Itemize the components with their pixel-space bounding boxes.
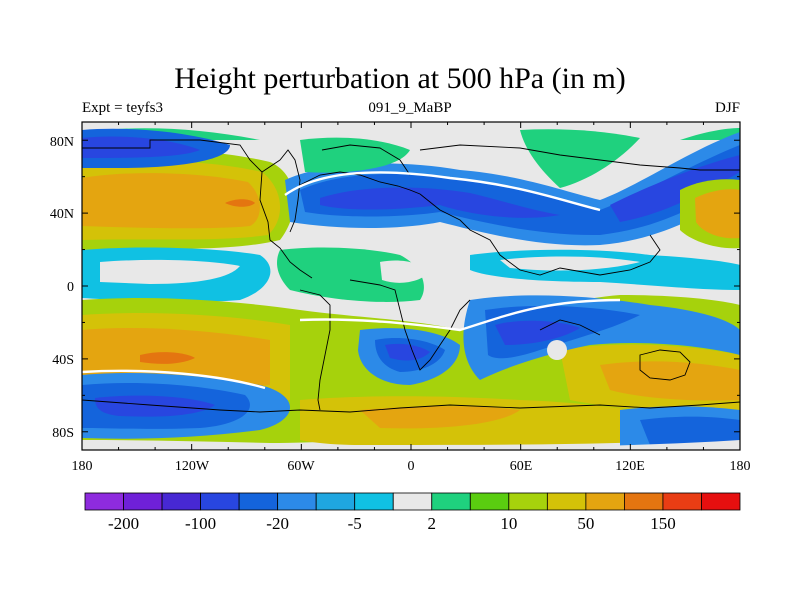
y-tick-40n: 40N xyxy=(50,207,74,222)
colorbar-label: 50 xyxy=(577,514,594,533)
contour-field xyxy=(82,122,740,450)
coastlines xyxy=(82,139,740,413)
colorbar-label: 150 xyxy=(650,514,676,533)
x-tick-60e: 60E xyxy=(510,459,533,474)
colorbar-box xyxy=(123,492,163,511)
colorbar-box xyxy=(354,492,394,511)
colorbar-box xyxy=(392,492,433,511)
x-tick-0: 0 xyxy=(408,459,415,474)
zero-contours xyxy=(82,171,621,390)
colorbar-labels: -200 -100 -20 -5 2 10 50 150 xyxy=(108,514,676,533)
x-tick-180w: 180 xyxy=(72,459,93,474)
y-tick-0: 0 xyxy=(67,280,74,295)
colorbar-box xyxy=(701,492,741,511)
colorbar-box xyxy=(624,492,664,511)
colorbar-box xyxy=(431,492,471,511)
colorbar-box xyxy=(238,492,279,511)
colorbar-box xyxy=(315,492,356,511)
run-label: 091_9_MaBP xyxy=(368,100,452,116)
colorbar-label: -20 xyxy=(266,514,289,533)
chart-title: Height perturbation at 500 hPa (in m) xyxy=(174,62,626,95)
colorbar-box xyxy=(469,492,510,511)
x-tick-180e: 180 xyxy=(730,459,751,474)
colorbar-label: 2 xyxy=(428,514,437,533)
experiment-label: Expt = teyfs3 xyxy=(82,100,163,116)
y-tick-80n: 80N xyxy=(50,135,74,150)
colorbar-box xyxy=(546,492,587,511)
colorbar-box xyxy=(585,492,625,511)
colorbar-box xyxy=(200,492,240,511)
colorbar-label: 10 xyxy=(500,514,517,533)
colorbar xyxy=(84,492,741,511)
x-tick-60w: 60W xyxy=(287,459,315,474)
colorbar-box xyxy=(662,492,702,511)
y-tick-labels: 80N 40N 0 40S 80S xyxy=(50,135,74,441)
colorbar-box xyxy=(508,492,548,511)
colorbar-label: -100 xyxy=(185,514,216,533)
x-tick-labels: 180 120W 60W 0 60E 120E 180 xyxy=(72,459,751,474)
ticks xyxy=(81,122,741,450)
colorbar-box xyxy=(161,492,201,511)
y-tick-80s: 80S xyxy=(52,426,74,441)
x-tick-120e: 120E xyxy=(615,459,645,474)
colorbar-box xyxy=(84,492,124,511)
x-tick-120w: 120W xyxy=(175,459,210,474)
season-label: DJF xyxy=(714,100,740,116)
y-tick-40s: 40S xyxy=(52,353,74,368)
colorbar-label: -200 xyxy=(108,514,139,533)
colorbar-box xyxy=(277,492,317,511)
colorbar-label: -5 xyxy=(348,514,362,533)
